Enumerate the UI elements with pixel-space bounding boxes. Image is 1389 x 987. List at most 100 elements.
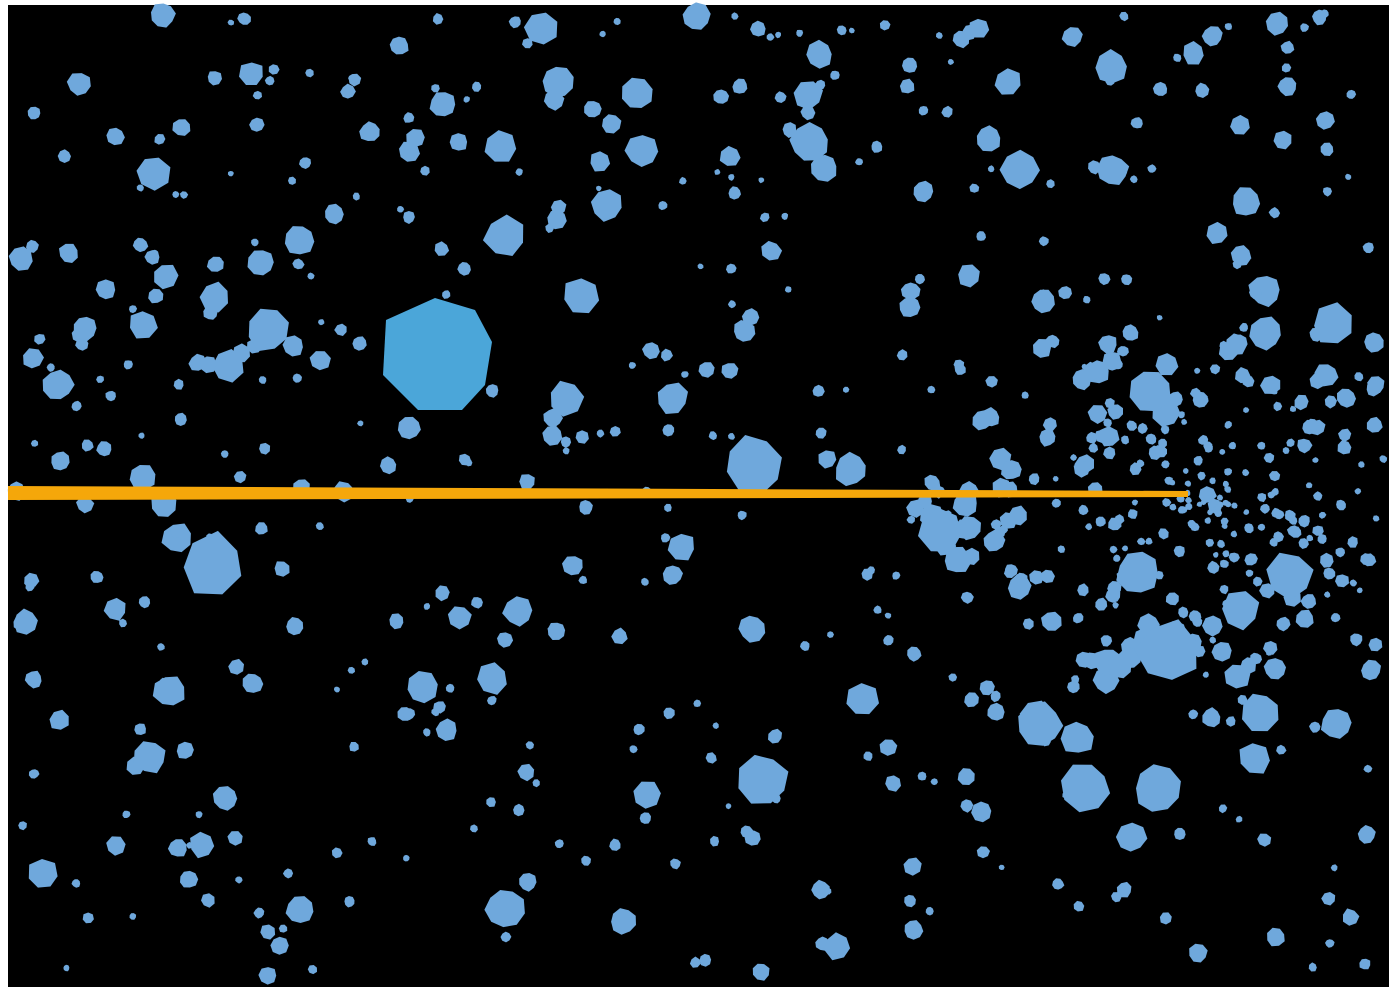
asteroid	[24, 670, 42, 689]
asteroid	[1085, 523, 1093, 531]
asteroid	[28, 769, 40, 779]
asteroid	[23, 348, 44, 369]
asteroid	[1230, 530, 1238, 538]
asteroid	[1086, 431, 1098, 444]
asteroid	[1242, 693, 1279, 732]
asteroid	[195, 811, 203, 819]
asteroid	[1209, 364, 1221, 375]
asteroid	[815, 427, 827, 439]
asteroid	[1109, 545, 1118, 554]
asteroid	[1041, 289, 1047, 296]
asteroid	[402, 708, 416, 721]
asteroid	[1042, 417, 1057, 431]
asteroid	[284, 226, 315, 255]
asteroid	[806, 39, 832, 69]
asteroid	[183, 530, 242, 595]
asteroid	[1324, 395, 1337, 409]
asteroid	[1345, 173, 1352, 180]
asteroid	[1276, 744, 1287, 755]
asteroid	[1239, 322, 1248, 332]
asteroid	[260, 924, 276, 940]
asteroid	[796, 29, 804, 37]
asteroid	[1165, 592, 1179, 606]
asteroid	[148, 288, 164, 304]
asteroid	[1202, 707, 1221, 728]
asteroid	[800, 105, 816, 121]
asteroid	[900, 282, 921, 300]
asteroid	[1337, 388, 1356, 408]
asteroid	[861, 568, 873, 581]
asteroid	[738, 615, 766, 643]
asteroid	[235, 876, 243, 884]
asteroid	[710, 835, 719, 847]
asteroid	[896, 349, 908, 361]
asteroid	[258, 967, 277, 985]
asteroid	[633, 781, 661, 809]
asteroid	[1232, 260, 1242, 270]
asteroid	[590, 189, 622, 222]
asteroid	[1203, 441, 1213, 451]
asteroid	[964, 692, 979, 708]
asteroid	[1188, 610, 1202, 623]
asteroid	[1095, 49, 1127, 84]
asteroid	[1259, 583, 1275, 599]
asteroid	[380, 456, 397, 475]
asteroid	[1366, 416, 1383, 433]
asteroid	[1160, 425, 1170, 435]
asteroid	[63, 964, 70, 972]
asteroid	[247, 250, 274, 276]
asteroid	[550, 199, 567, 217]
asteroid	[1239, 743, 1270, 774]
asteroid	[1061, 764, 1111, 813]
asteroid	[532, 779, 540, 788]
asteroid	[543, 407, 563, 428]
asteroid	[199, 356, 217, 374]
asteroid	[340, 83, 356, 99]
asteroid	[1170, 407, 1178, 416]
asteroid	[562, 556, 583, 576]
asteroid	[179, 191, 189, 199]
asteroid	[299, 157, 311, 169]
asteroid	[1315, 111, 1335, 130]
asteroid	[1349, 579, 1358, 587]
asteroid	[207, 71, 222, 86]
asteroid	[1210, 501, 1217, 508]
asteroid	[727, 300, 736, 309]
asteroid	[154, 264, 179, 290]
asteroid	[698, 362, 715, 378]
asteroid	[1121, 435, 1129, 445]
asteroid	[122, 810, 131, 818]
asteroid	[26, 239, 39, 253]
asteroid	[1359, 958, 1371, 970]
asteroid	[286, 617, 304, 636]
asteroid	[883, 635, 894, 646]
asteroid	[1114, 360, 1123, 370]
asteroid	[1366, 380, 1382, 397]
asteroid	[1360, 553, 1373, 565]
asteroid	[1103, 418, 1112, 427]
asteroid	[1263, 641, 1278, 655]
asteroid	[519, 474, 535, 490]
asteroid	[547, 210, 567, 230]
asteroid	[899, 296, 921, 317]
asteroid	[522, 38, 533, 49]
asteroid	[622, 77, 653, 108]
asteroid	[1364, 332, 1384, 353]
asteroid	[1181, 418, 1188, 425]
asteroid	[925, 906, 934, 916]
asteroid	[1073, 613, 1084, 624]
asteroid	[129, 465, 156, 490]
asteroid	[1368, 637, 1383, 652]
asteroid	[734, 320, 756, 342]
asteroid	[1164, 476, 1173, 485]
asteroid	[398, 37, 405, 44]
asteroid	[1082, 361, 1100, 381]
asteroid	[1207, 560, 1220, 574]
asteroid	[944, 546, 971, 573]
asteroid	[1116, 346, 1129, 357]
asteroid	[1273, 130, 1292, 150]
asteroid	[1313, 491, 1323, 501]
asteroid	[1185, 503, 1193, 510]
asteroid	[969, 18, 990, 38]
